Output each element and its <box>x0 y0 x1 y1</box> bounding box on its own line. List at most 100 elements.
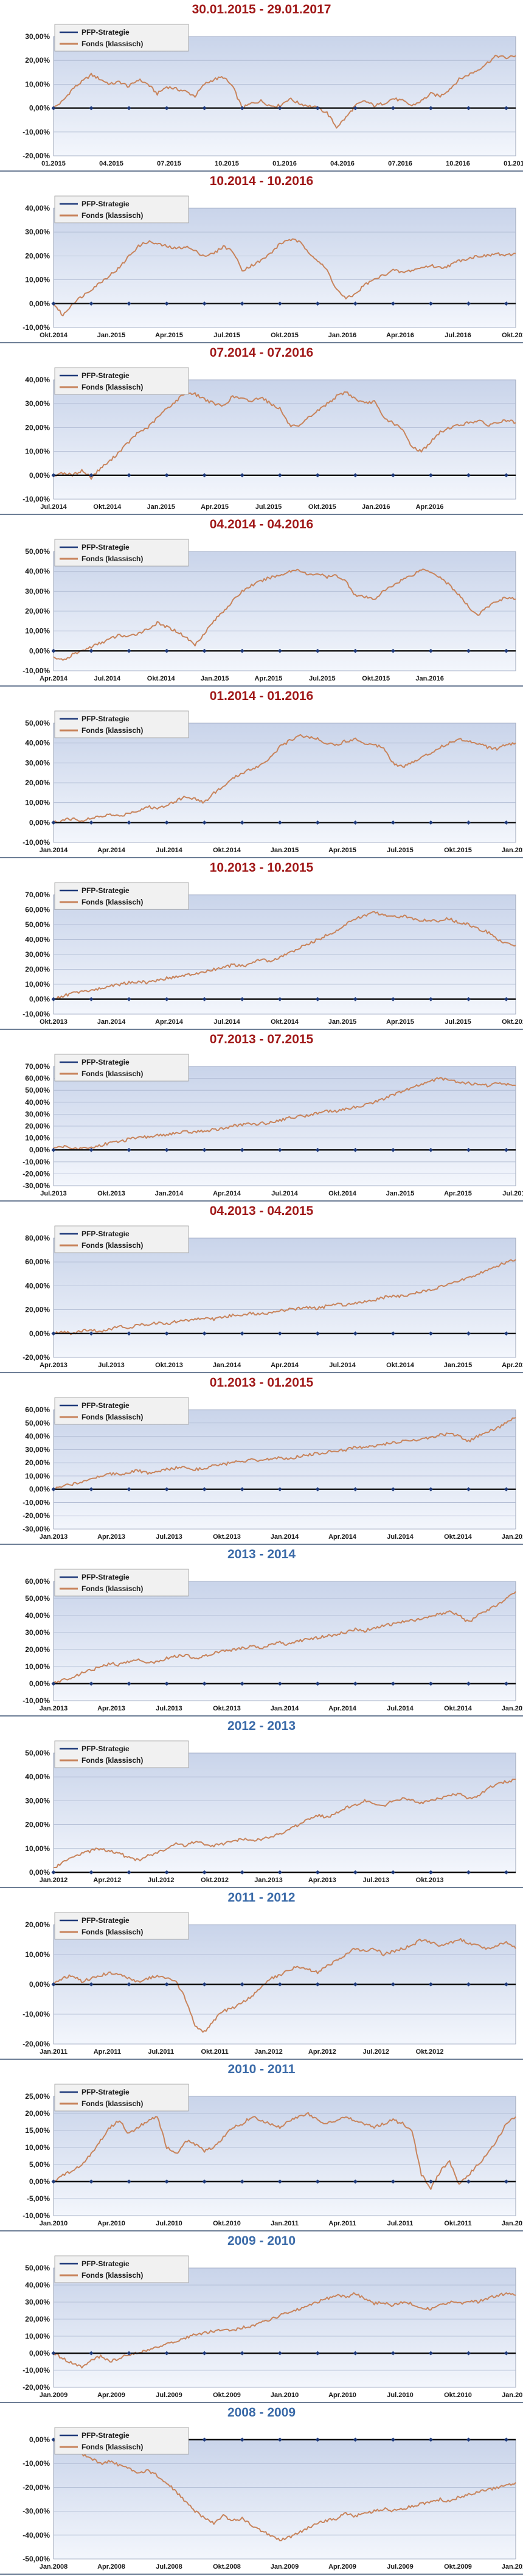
chart-title: 07.2013 - 07.2015 <box>209 1032 314 1046</box>
series-marker-pfp-strategie <box>466 1982 471 1987</box>
series-marker-pfp-strategie <box>164 1331 169 1336</box>
series-marker-pfp-strategie <box>353 820 358 825</box>
y-tick-label: 40,00% <box>25 1098 50 1107</box>
series-marker-pfp-strategie <box>164 1147 169 1152</box>
y-tick-label: 30,00% <box>25 2298 50 2306</box>
series-marker-pfp-strategie <box>51 473 56 478</box>
y-tick-label: 40,00% <box>25 2281 50 2289</box>
x-tick-label: Jan.2008 <box>40 2563 68 2571</box>
legend-label-fonds: Fonds (klassisch) <box>81 1241 143 1250</box>
x-tick-label: Okt.2015 <box>444 847 472 854</box>
series-marker-pfp-strategie <box>202 473 207 478</box>
legend-label-fonds: Fonds (klassisch) <box>81 211 143 220</box>
series-marker-pfp-strategie <box>353 106 358 111</box>
x-tick-label: 01.2016 <box>272 160 297 167</box>
y-tick-label: 40,00% <box>25 1281 50 1290</box>
x-tick-label: Jul.2014 <box>94 675 121 682</box>
x-tick-label: Jan.2012 <box>40 1877 68 1884</box>
series-line-fonds <box>53 1077 516 1150</box>
y-tick-label: 20,00% <box>25 965 50 974</box>
series-marker-pfp-strategie <box>353 1147 358 1152</box>
y-tick-label: 20,00% <box>25 1306 50 1314</box>
x-tick-label: 04.2016 <box>330 160 355 167</box>
series-marker-pfp-strategie <box>390 1147 395 1152</box>
legend-label-pfp-strategie: PFP-Strategie <box>81 1573 130 1581</box>
x-tick-label: Okt.2010 <box>444 2392 472 2399</box>
y-tick-label: -10,00% <box>23 128 50 136</box>
x-tick-label: Jan.2010 <box>40 2220 68 2227</box>
y-tick-label: 60,00% <box>25 1074 50 1083</box>
x-tick-label: Apr.2016 <box>386 332 414 339</box>
x-tick-label: Jul.2014 <box>213 1018 240 1026</box>
x-tick-label: Jan.2015 <box>201 675 229 682</box>
chart-svg: 80,00%60,00%40,00%20,00%0,00%-20,00%Apr.… <box>23 1225 523 1369</box>
legend-box <box>54 24 189 52</box>
series-marker-pfp-strategie <box>466 1147 471 1152</box>
x-tick-label: Jul.2014 <box>387 1533 414 1541</box>
legend-box <box>54 882 189 910</box>
series-marker-pfp-strategie <box>504 997 508 1001</box>
panel-separator <box>0 857 523 858</box>
y-tick-label: -30,00% <box>23 2507 50 2516</box>
series-marker-pfp-strategie <box>89 820 94 825</box>
legend-label-pfp-strategie: PFP-Strategie <box>81 28 130 37</box>
series-marker-pfp-strategie <box>504 1870 508 1875</box>
series-marker-pfp-strategie <box>240 2437 244 2442</box>
chart-title: 2009 - 2010 <box>227 2234 296 2248</box>
x-tick-label: Okt.2015 <box>271 332 299 339</box>
series-marker-pfp-strategie <box>51 1487 56 1492</box>
y-tick-label: 30,00% <box>25 587 50 595</box>
series-marker-pfp-strategie <box>240 997 244 1001</box>
series-marker-pfp-strategie <box>504 1147 508 1152</box>
x-tick-label: Jan.2015 <box>444 1362 472 1369</box>
x-tick-label: Apr.2011 <box>94 2048 121 2056</box>
panel-separator <box>0 2574 523 2575</box>
x-tick-label: Okt.2011 <box>444 2220 471 2227</box>
series-marker-pfp-strategie <box>428 1147 433 1152</box>
series-marker-pfp-strategie <box>89 301 94 306</box>
x-tick-label: Jan.2015 <box>502 1705 523 1712</box>
chart-svg: 50,00%40,00%30,00%20,00%10,00%0,00%Jan.2… <box>25 1740 516 1884</box>
series-line-fonds <box>53 2439 516 2542</box>
x-tick-label: Jul.2010 <box>156 2220 182 2227</box>
legend-label-pfp-strategie: PFP-Strategie <box>81 886 130 895</box>
series-marker-pfp-strategie <box>353 1681 358 1686</box>
legend-label-pfp-strategie: PFP-Strategie <box>81 371 130 380</box>
y-tick-label: 20,00% <box>25 1920 50 1929</box>
series-marker-pfp-strategie <box>390 648 395 653</box>
y-tick-label: 20,00% <box>25 1821 50 1829</box>
chart-title: 10.2014 - 10.2016 <box>209 174 314 188</box>
y-tick-label: 40,00% <box>25 376 50 384</box>
series-marker-pfp-strategie <box>164 1982 169 1987</box>
y-tick-label: 50,00% <box>25 1086 50 1094</box>
series-marker-pfp-strategie <box>428 1331 433 1336</box>
series-marker-pfp-strategie <box>89 1487 94 1492</box>
y-tick-label: 10,00% <box>25 1950 50 1959</box>
series-marker-pfp-strategie <box>51 2351 56 2356</box>
y-tick-label: 50,00% <box>25 1749 50 1757</box>
legend-box <box>54 2084 189 2112</box>
x-tick-label: Apr.2008 <box>97 2563 125 2571</box>
y-tick-label: -40,00% <box>23 2531 50 2539</box>
x-tick-label: Okt.2011 <box>201 2048 228 2056</box>
x-tick-label: Jul.2015 <box>255 503 282 511</box>
series-line-fonds <box>53 2112 516 2190</box>
y-tick-label: -10,00% <box>23 1158 50 1166</box>
series-marker-pfp-strategie <box>504 820 508 825</box>
y-tick-label: 10,00% <box>25 1134 50 1143</box>
series-marker-pfp-strategie <box>466 2351 471 2356</box>
x-tick-label: Jan.2014 <box>213 1362 241 1369</box>
x-tick-label: Jul.2008 <box>156 2563 182 2571</box>
series-marker-pfp-strategie <box>164 301 169 306</box>
series-marker-pfp-strategie <box>51 1982 56 1987</box>
x-tick-label: Apr.2014 <box>328 1705 357 1712</box>
x-tick-label: Jul.2013 <box>156 1533 182 1541</box>
chart-panel: 70,00% 60,00% 50,00% 40,00% 30,00% 20,00% 10,0… <box>0 858 523 1030</box>
series-marker-pfp-strategie <box>390 1870 395 1875</box>
x-tick-label: Jul.2009 <box>387 2563 413 2571</box>
series-marker-pfp-strategie <box>277 1681 282 1686</box>
series-marker-pfp-strategie <box>202 106 207 111</box>
series-marker-pfp-strategie <box>51 997 56 1001</box>
y-tick-label: -20,00% <box>23 152 50 160</box>
x-tick-label: Okt.2013 <box>40 1018 68 1026</box>
